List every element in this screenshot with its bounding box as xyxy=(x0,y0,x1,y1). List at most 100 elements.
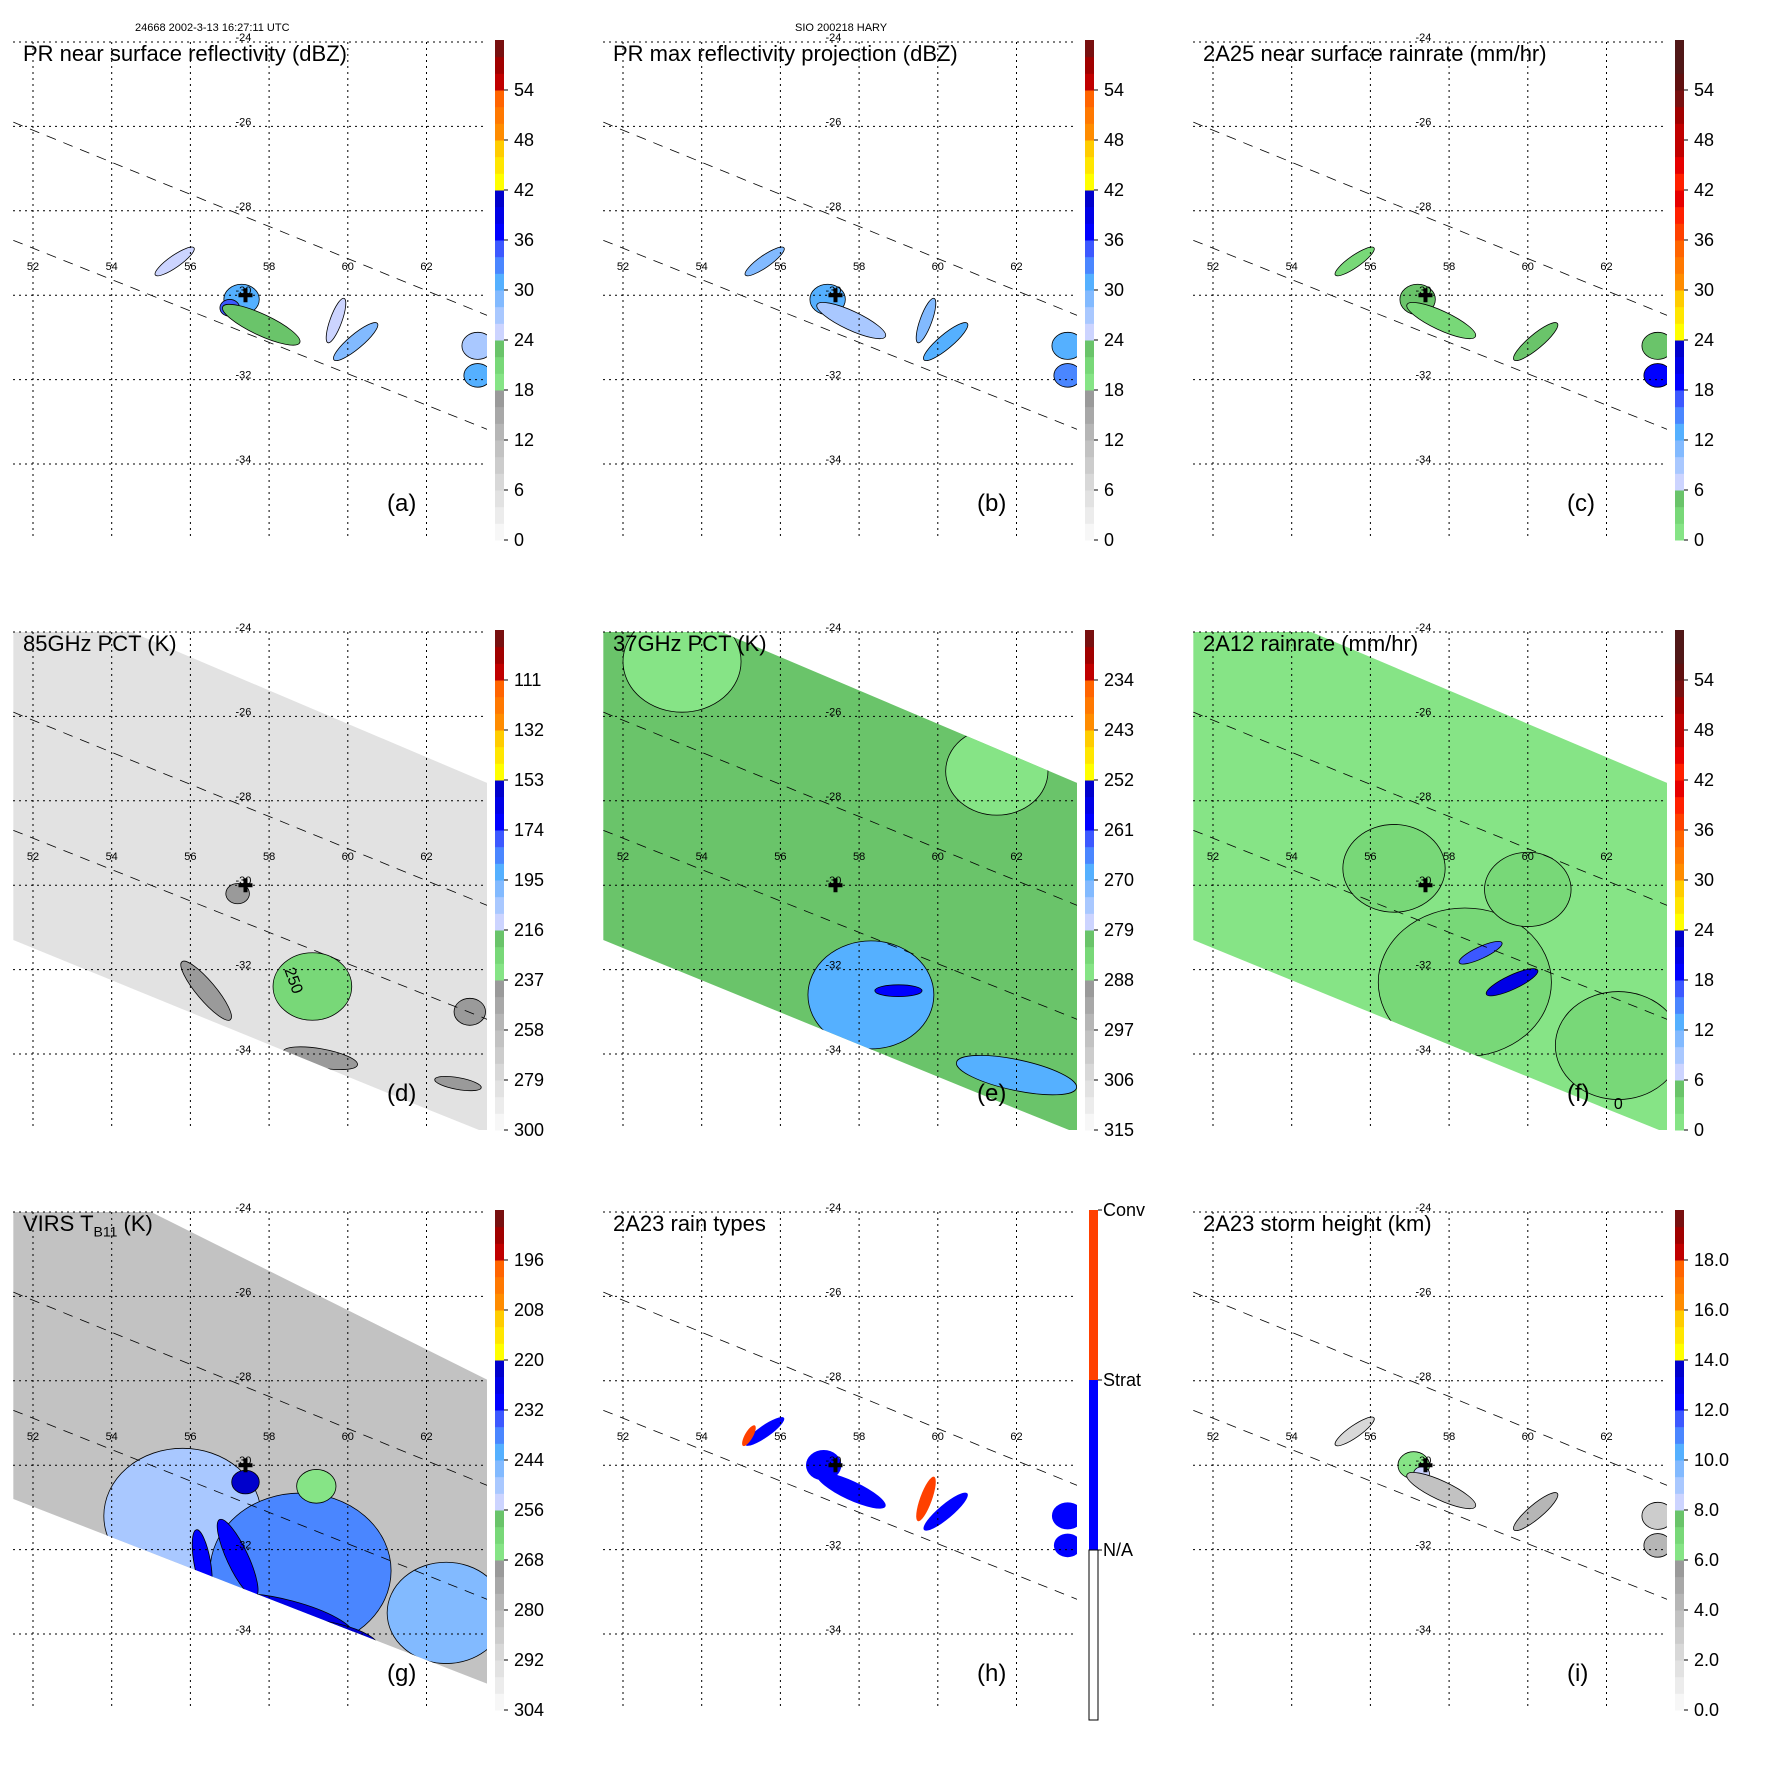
colorbar-swatch xyxy=(495,123,504,141)
map-b: 52 54 56 58 60 62-24-26-28-30-32-340612182430… xyxy=(603,32,1124,550)
colorbar-swatch xyxy=(1085,373,1094,391)
colorbar-swatch xyxy=(495,946,504,964)
lon-tick-label: 54 xyxy=(1286,851,1298,863)
panel-c: 52 54 56 58 60 62 -24 -26 -28 -30 -32 -34 0 6 12 18 24 30… xyxy=(1180,0,1720,560)
panel-title: 85GHz PCT (K) xyxy=(23,631,177,657)
colorbar-swatch xyxy=(1675,1113,1684,1131)
lon-tick-label: 62 xyxy=(1010,851,1022,863)
lat-tick-label: -26 xyxy=(235,116,251,128)
lat-tick-label: -24 xyxy=(825,622,841,634)
colorbar-swatch xyxy=(495,140,504,158)
colorbar-swatch xyxy=(495,1510,504,1528)
lat-tick-label: -28 xyxy=(235,201,251,213)
colorbar-swatch xyxy=(1675,1080,1684,1098)
colorbar-swatch xyxy=(495,1080,504,1098)
colorbar: 0 6 12 18 24 30 36 42 48 54 xyxy=(495,40,534,550)
colorbar-swatch xyxy=(495,880,504,898)
map-c: 52 54 56 58 60 62-24-26-28-30-32-340612182430… xyxy=(1193,32,1714,550)
colorbar-swatch xyxy=(1085,156,1094,174)
colorbar-swatch xyxy=(495,1660,504,1678)
lat-tick-label: -26 xyxy=(235,706,251,718)
colorbar: 0 6 12 18 24 30 36 42 48 54 xyxy=(1675,40,1714,550)
colorbar-swatch xyxy=(495,763,504,781)
colorbar-swatch xyxy=(495,1543,504,1561)
colorbar-swatch xyxy=(1675,1476,1684,1494)
colorbar-swatch xyxy=(1675,663,1684,681)
data-feature xyxy=(325,297,347,344)
data-feature xyxy=(463,363,487,388)
colorbar-swatch xyxy=(1675,123,1684,141)
colorbar-swatch xyxy=(1085,340,1094,358)
colorbar-swatch xyxy=(1675,1460,1684,1478)
data-feature xyxy=(1641,1501,1667,1530)
data-feature xyxy=(1334,1416,1375,1447)
colorbar-swatch xyxy=(495,1560,504,1578)
colorbar-swatch xyxy=(495,1096,504,1114)
colorbar-swatch xyxy=(1085,980,1094,998)
colorbar-swatch xyxy=(495,1013,504,1031)
colorbar-swatch xyxy=(1675,473,1684,491)
lon-tick-label: 54 xyxy=(696,851,708,863)
panel-label: (g) xyxy=(387,1660,417,1687)
colorbar-swatch xyxy=(495,1493,504,1511)
colorbar-swatch xyxy=(1085,223,1094,241)
colorbar-swatch xyxy=(495,1476,504,1494)
lat-tick-label: -24 xyxy=(235,622,251,634)
colorbar-tick-label: 279 xyxy=(1104,920,1134,940)
colorbar-swatch xyxy=(1675,1360,1684,1378)
lat-tick-label: -24 xyxy=(235,32,251,44)
colorbar-swatch xyxy=(1085,1046,1094,1064)
colorbar-swatch xyxy=(1085,830,1094,848)
colorbar-swatch xyxy=(495,1526,504,1544)
colorbar-tick-label: 18 xyxy=(1104,380,1124,400)
colorbar-swatch xyxy=(1675,90,1684,108)
colorbar-swatch xyxy=(1675,273,1684,291)
lon-tick-label: 54 xyxy=(1286,261,1298,273)
colorbar-swatch xyxy=(1675,306,1684,324)
data-feature xyxy=(916,1476,936,1522)
colorbar-swatch xyxy=(1675,946,1684,964)
panel-title-text: PR max reflectivity projection (dBZ) xyxy=(613,41,958,66)
storm-center-icon xyxy=(238,1458,253,1473)
data-feature xyxy=(180,960,232,1021)
colorbar-tick-label: 24 xyxy=(514,330,534,350)
colorbar-swatch xyxy=(495,490,504,508)
colorbar-tick-label: 36 xyxy=(514,230,534,250)
lat-tick-label: -32 xyxy=(1415,370,1431,382)
lon-tick-label: 56 xyxy=(184,851,196,863)
colorbar-swatch xyxy=(495,1343,504,1361)
colorbar-swatch xyxy=(1675,1013,1684,1031)
colorbar-swatch xyxy=(1085,323,1094,341)
colorbar-tick-label: 36 xyxy=(1694,230,1714,250)
colorbar-tick-label: 288 xyxy=(1104,970,1134,990)
colorbar-tick-label: 220 xyxy=(514,1350,544,1370)
colorbar-swatch xyxy=(1085,1113,1094,1131)
lat-tick-label: -34 xyxy=(825,1044,841,1056)
map-f: 52 54 56 58 60 62-24-26-28-30-32-340061218243… xyxy=(1193,622,1714,1140)
data-feature xyxy=(945,726,1049,816)
colorbar-tick-label: 10.0 xyxy=(1694,1450,1729,1470)
lat-tick-label: -28 xyxy=(235,791,251,803)
colorbar-swatch xyxy=(495,40,504,58)
colorbar-swatch xyxy=(1675,356,1684,374)
colorbar-swatch xyxy=(495,1226,504,1244)
colorbar-tick-label: 195 xyxy=(514,870,544,890)
colorbar-swatch xyxy=(495,730,504,748)
colorbar-swatch xyxy=(1675,190,1684,208)
data-feature xyxy=(453,997,486,1026)
data-feature xyxy=(923,1492,968,1531)
data-feature xyxy=(154,246,195,277)
colorbar-swatch xyxy=(1675,896,1684,914)
colorbar-swatch xyxy=(1085,713,1094,731)
data-feature xyxy=(742,1425,756,1447)
colorbar-swatch xyxy=(1675,830,1684,848)
swath-edge-line xyxy=(603,1291,1077,1486)
colorbar-swatch xyxy=(495,1460,504,1478)
colorbar-swatch xyxy=(1085,780,1094,798)
colorbar-swatch xyxy=(1675,1260,1684,1278)
colorbar-tick-label: 270 xyxy=(1104,870,1134,890)
colorbar-swatch xyxy=(1085,523,1094,541)
lon-tick-label: 56 xyxy=(1364,1431,1376,1443)
colorbar-swatch xyxy=(495,173,504,191)
colorbar-swatch xyxy=(1085,913,1094,931)
